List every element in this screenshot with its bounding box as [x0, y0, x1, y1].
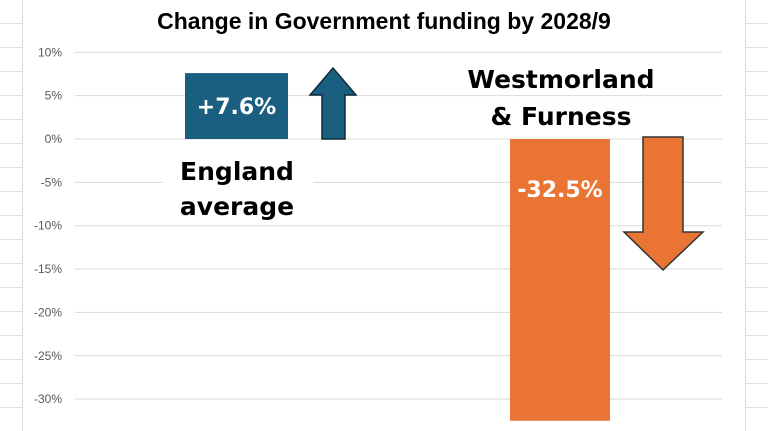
chart-area — [22, 0, 746, 431]
y-tick-label: -5% — [41, 175, 63, 189]
data-label: -32.5% — [517, 178, 602, 203]
y-tick-label: -25% — [34, 349, 62, 363]
category-label: England — [180, 157, 294, 186]
y-tick-label: -30% — [34, 392, 62, 406]
bar-westmorland — [510, 139, 610, 421]
y-tick-label: -20% — [34, 305, 62, 319]
data-label: +7.6% — [197, 95, 276, 120]
category-label: & Furness — [491, 102, 632, 131]
bar-england — [185, 73, 288, 139]
arrow-down-icon — [622, 136, 705, 272]
y-tick-label: 0% — [45, 132, 63, 146]
y-tick-label: -10% — [34, 219, 62, 233]
label-background — [163, 145, 313, 225]
chart-title: Change in Government funding by 2028/9 — [157, 8, 611, 34]
arrow-up-icon — [308, 66, 358, 140]
y-tick-label: -15% — [34, 262, 62, 276]
category-label: Westmorland — [467, 65, 654, 94]
y-tick-label: 5% — [45, 89, 63, 103]
category-label: average — [180, 192, 294, 221]
y-tick-label: 10% — [38, 45, 62, 59]
